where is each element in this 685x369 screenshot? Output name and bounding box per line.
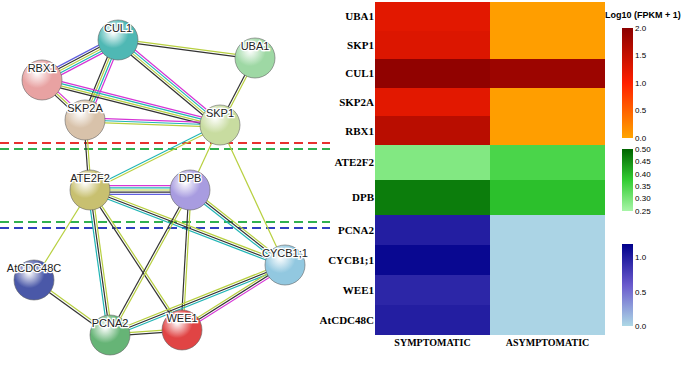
svg-text:0.35: 0.35 (635, 182, 651, 191)
svg-text:0.0: 0.0 (635, 134, 647, 143)
svg-text:RBX1: RBX1 (28, 62, 57, 74)
svg-text:DPB: DPB (179, 172, 202, 184)
svg-text:UBA1: UBA1 (345, 10, 374, 22)
svg-text:SYMPTOMATIC: SYMPTOMATIC (394, 337, 470, 348)
svg-text:0.5: 0.5 (635, 288, 647, 297)
svg-text:SKP1: SKP1 (347, 39, 374, 51)
svg-text:UBA1: UBA1 (241, 40, 270, 52)
svg-text:AtCDC48C: AtCDC48C (7, 262, 61, 274)
svg-text:0.25: 0.25 (635, 207, 651, 216)
svg-text:WEE1: WEE1 (343, 284, 374, 296)
svg-text:1.0: 1.0 (635, 253, 647, 262)
svg-text:SKP1: SKP1 (206, 107, 234, 119)
svg-text:AtCDC48C: AtCDC48C (320, 314, 374, 326)
svg-text:0.40: 0.40 (635, 170, 651, 179)
svg-text:2.0: 2.0 (635, 24, 647, 33)
svg-text:0.5: 0.5 (635, 106, 647, 115)
svg-text:0.45: 0.45 (635, 157, 651, 166)
svg-text:Log10 (FPKM + 1): Log10 (FPKM + 1) (605, 10, 681, 20)
svg-text:CUL1: CUL1 (345, 67, 374, 79)
svg-text:CYCB1;1: CYCB1;1 (262, 247, 308, 259)
svg-text:1.5: 1.5 (635, 51, 647, 60)
svg-text:0.50: 0.50 (635, 145, 651, 154)
svg-text:DPB: DPB (352, 191, 375, 203)
svg-text:PCNA2: PCNA2 (338, 224, 375, 236)
svg-text:SKP2A: SKP2A (67, 102, 103, 114)
svg-text:PCNA2: PCNA2 (92, 317, 129, 329)
svg-text:SKP2A: SKP2A (339, 96, 374, 108)
svg-text:ATE2F2: ATE2F2 (70, 172, 110, 184)
svg-text:CUL1: CUL1 (104, 22, 132, 34)
svg-text:0.30: 0.30 (635, 194, 651, 203)
svg-text:1.0: 1.0 (635, 79, 647, 88)
svg-text:ATE2F2: ATE2F2 (334, 156, 374, 168)
svg-text:CYCB1;1: CYCB1;1 (328, 254, 374, 266)
svg-text:0.0: 0.0 (635, 322, 647, 331)
svg-text:ASYMPTOMATIC: ASYMPTOMATIC (506, 337, 590, 348)
svg-text:RBX1: RBX1 (345, 125, 374, 137)
svg-text:WEE1: WEE1 (166, 312, 197, 324)
